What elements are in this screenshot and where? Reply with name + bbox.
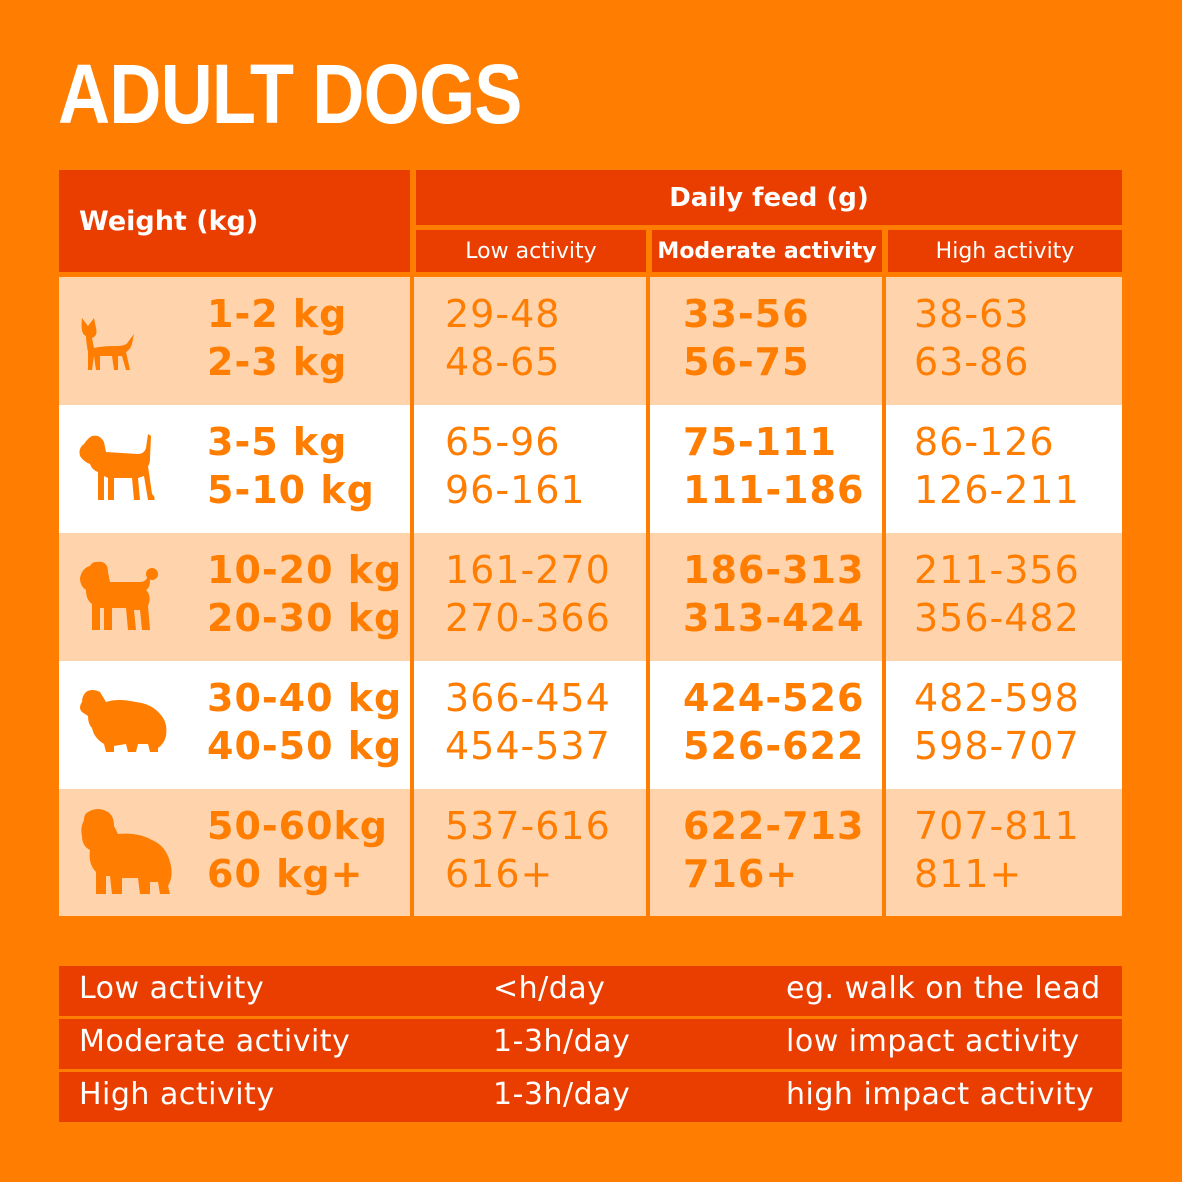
chihuahua-icon xyxy=(81,318,134,370)
weight-range: 1-2 kg 2-3 kg xyxy=(207,292,348,384)
activity-legend-row: Low activity <h/day eg. walk on the lead xyxy=(59,966,1122,1016)
weight-range: 30-40 kg 40-50 kg xyxy=(207,676,403,768)
weight-range: 3-5 kg 5-10 kg xyxy=(207,420,375,512)
moderate-activity-value: 622-713 716+ xyxy=(683,804,865,896)
low-activity-header: Low activity xyxy=(416,230,646,272)
activity-level: High activity xyxy=(79,1077,275,1112)
high-activity-header: High activity xyxy=(888,230,1122,272)
activity-duration: 1-3h/day xyxy=(493,1077,631,1112)
table-row xyxy=(59,533,1122,661)
daily-feed-header: Daily feed (g) xyxy=(416,170,1122,225)
table-row xyxy=(59,405,1122,533)
moderate-activity-header: Moderate activity xyxy=(652,230,882,272)
high-activity-value: 211-356 356-482 xyxy=(914,548,1080,640)
high-activity-value: 482-598 598-707 xyxy=(914,676,1080,768)
poodle-icon xyxy=(80,561,158,630)
activity-level: Moderate activity xyxy=(79,1024,351,1059)
activity-example: high impact activity xyxy=(786,1077,1095,1112)
table-row xyxy=(59,661,1122,789)
page-title: ADULT DOGS xyxy=(58,47,522,141)
low-activity-value: 161-270 270-366 xyxy=(445,548,611,640)
collie-icon xyxy=(80,690,167,752)
moderate-activity-value: 75-111 111-186 xyxy=(683,420,865,512)
table-row xyxy=(59,789,1122,916)
column-divider xyxy=(882,230,886,916)
low-activity-value: 537-616 616+ xyxy=(445,804,611,896)
weight-range: 10-20 kg 20-30 kg xyxy=(207,548,403,640)
low-activity-value: 65-96 96-161 xyxy=(445,420,586,512)
activity-duration: <h/day xyxy=(493,971,606,1006)
weight-header: Weight (kg) xyxy=(59,170,410,272)
low-activity-value: 29-48 48-65 xyxy=(445,292,561,384)
activity-legend-row: Moderate activity 1-3h/day low impact ac… xyxy=(59,1019,1122,1069)
column-divider xyxy=(646,230,650,916)
activity-example: eg. walk on the lead xyxy=(786,971,1101,1006)
activity-example: low impact activity xyxy=(786,1024,1080,1059)
weight-range: 50-60kg 60 kg+ xyxy=(207,804,389,896)
moderate-activity-value: 33-56 56-75 xyxy=(683,292,810,384)
beagle-icon xyxy=(79,434,155,500)
header-divider xyxy=(59,272,1122,277)
moderate-activity-value: 186-313 313-424 xyxy=(683,548,865,640)
header-divider xyxy=(416,225,1122,230)
table-row xyxy=(59,277,1122,405)
high-activity-value: 38-63 63-86 xyxy=(914,292,1030,384)
activity-legend-row: High activity 1-3h/day high impact activ… xyxy=(59,1072,1122,1122)
activity-duration: 1-3h/day xyxy=(493,1024,631,1059)
moderate-activity-value: 424-526 526-622 xyxy=(683,676,865,768)
activity-level: Low activity xyxy=(79,971,265,1006)
column-divider xyxy=(410,170,414,916)
high-activity-value: 86-126 126-211 xyxy=(914,420,1080,512)
bernese-icon xyxy=(81,809,172,894)
low-activity-value: 366-454 454-537 xyxy=(445,676,611,768)
high-activity-value: 707-811 811+ xyxy=(914,804,1080,896)
